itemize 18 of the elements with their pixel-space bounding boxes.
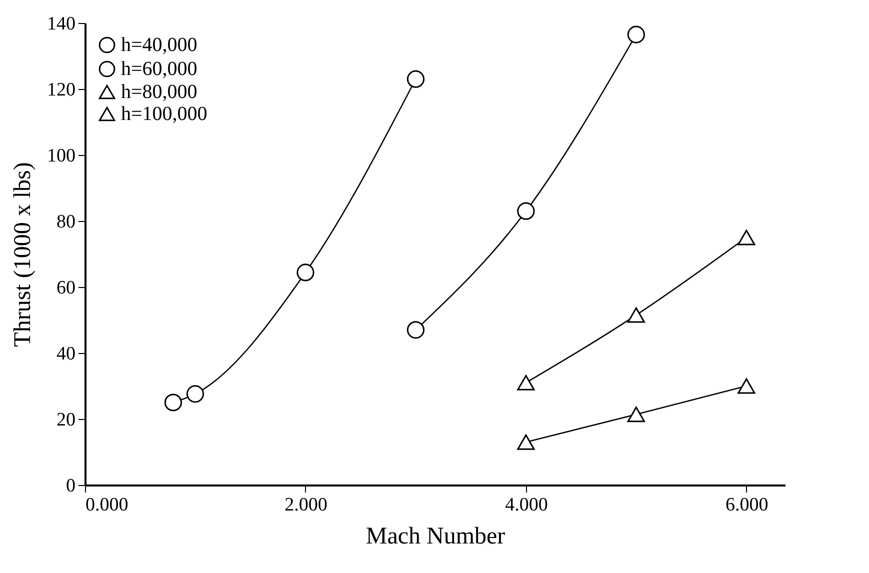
y-tick-label: 0 <box>66 476 76 496</box>
legend-label: h=100,000 <box>121 103 208 125</box>
x-axis-title: Mach Number <box>366 524 506 550</box>
y-axis-title: Thrust (1000 x lbs) <box>10 162 36 347</box>
x-tick-label: 2.000 <box>284 494 328 516</box>
y-tick-label: 40 <box>56 344 76 364</box>
x-tick-label: 6.000 <box>726 494 768 516</box>
y-tick-label: 120 <box>47 80 76 100</box>
y-tick-label: 80 <box>56 212 76 232</box>
y-tick-label: 20 <box>56 410 76 430</box>
x-tick-label: 0.000 <box>86 494 128 516</box>
x-tick-label: 4.000 <box>505 494 548 516</box>
legend-label: h=80,000 <box>121 81 198 103</box>
y-tick-label: 60 <box>56 278 76 298</box>
y-tick-label: 100 <box>47 146 76 166</box>
legend-label: h=40,000 <box>121 34 198 56</box>
legend-label: h=60,000 <box>121 58 198 80</box>
y-tick-label: 140 <box>47 14 76 34</box>
